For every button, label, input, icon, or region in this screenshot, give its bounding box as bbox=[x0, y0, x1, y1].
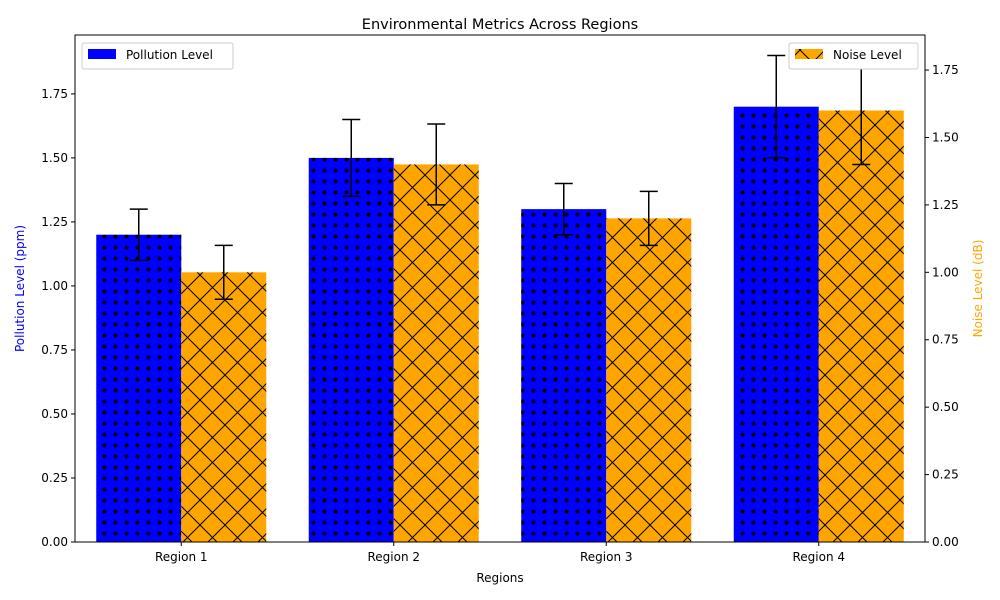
error-bar-noise bbox=[639, 190, 658, 247]
legend-noise: Noise Level bbox=[788, 42, 919, 70]
plot-frame bbox=[74, 34, 926, 543]
left-tick-label: 0.25 bbox=[41, 471, 68, 485]
bar-hatch-pollution bbox=[733, 106, 819, 543]
error-bar-pollution bbox=[342, 118, 361, 198]
error-bar-noise bbox=[427, 123, 446, 206]
left-axis-title: Pollution Level (ppm) bbox=[13, 225, 27, 352]
x-tick-label: Region 2 bbox=[367, 550, 420, 564]
bar-hatch-pollution bbox=[521, 209, 607, 542]
bar-hatch-noise bbox=[606, 218, 692, 542]
bar-hatch-pollution bbox=[308, 157, 394, 542]
bars-layer bbox=[96, 106, 904, 543]
x-tick-label: Region 4 bbox=[792, 550, 845, 564]
bar-hatch-pollution bbox=[96, 234, 182, 542]
bar-hatch-noise bbox=[818, 110, 904, 543]
error-bar-pollution bbox=[767, 54, 786, 159]
right-tick-label: 1.75 bbox=[932, 63, 959, 77]
right-tick-label: 0.25 bbox=[932, 468, 959, 482]
left-tick-label: 0.50 bbox=[41, 407, 68, 421]
bar-hatch-noise bbox=[181, 272, 267, 542]
left-tick-label: 1.75 bbox=[41, 87, 68, 101]
right-tick-label: 1.00 bbox=[932, 265, 959, 279]
left-tick-label: 1.25 bbox=[41, 215, 68, 229]
legend-box bbox=[81, 42, 234, 70]
right-tick-label: 0.75 bbox=[932, 333, 959, 347]
right-tick-label: 1.25 bbox=[932, 198, 959, 212]
right-tick-label: 1.50 bbox=[932, 130, 959, 144]
left-tick-label: 1.00 bbox=[41, 279, 68, 293]
legend-label-pollution: Pollution Level bbox=[126, 48, 213, 62]
legend-pollution: Pollution Level bbox=[81, 42, 234, 70]
error-bar-pollution bbox=[554, 182, 573, 236]
legend-label-noise: Noise Level bbox=[833, 48, 902, 62]
legend-swatch-noise-hatch bbox=[795, 49, 823, 59]
legend-swatch-pollution bbox=[88, 49, 116, 59]
axes-layer: 0.00 0.25 0.50 0.75 1.00 1.25 1.50 1.75 0.00 0.25… bbox=[41, 34, 959, 564]
right-axis-title: Noise Level (dB) bbox=[971, 240, 985, 338]
left-tick-label: 1.50 bbox=[41, 151, 68, 165]
error-bar-noise bbox=[214, 244, 233, 301]
right-tick-label: 0.00 bbox=[932, 535, 959, 549]
left-tick-label: 0.75 bbox=[41, 343, 68, 357]
chart-title: Environmental Metrics Across Regions bbox=[362, 17, 638, 33]
error-bar-pollution bbox=[129, 208, 148, 262]
x-tick-label: Region 1 bbox=[155, 550, 208, 564]
x-axis-title: Regions bbox=[476, 571, 523, 585]
x-tick-label: Region 3 bbox=[580, 550, 633, 564]
right-tick-label: 0.50 bbox=[932, 400, 959, 414]
left-tick-label: 0.00 bbox=[41, 535, 68, 549]
bar-hatch-noise bbox=[393, 164, 479, 542]
